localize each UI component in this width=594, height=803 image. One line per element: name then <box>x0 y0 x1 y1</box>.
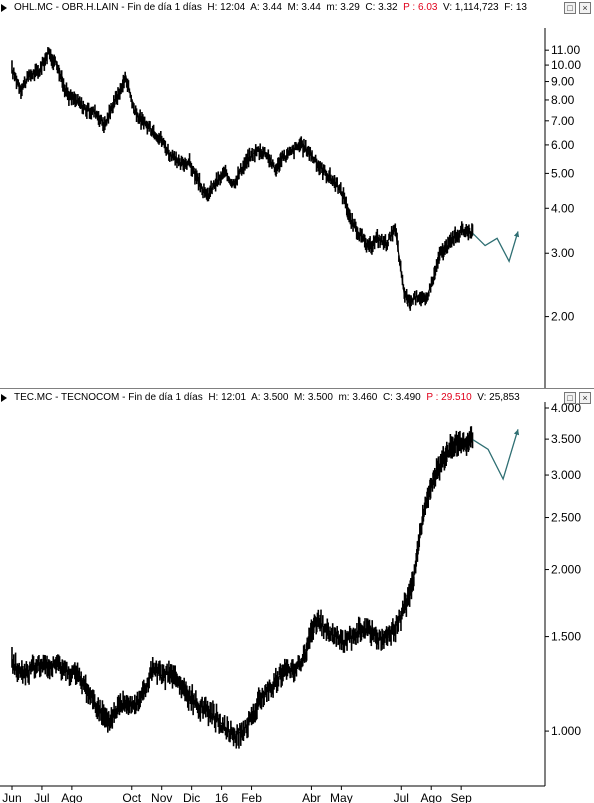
top-p: P : 6.03 <box>403 2 438 13</box>
bottom-a: A: 3.500 <box>251 392 289 403</box>
top-h: H: 12:04 <box>207 2 246 13</box>
top-v: V: 1,114,723 <box>443 2 499 13</box>
y-tick-label: 9.00 <box>551 75 575 89</box>
bottom-m: M: 3.500 <box>293 392 333 403</box>
x-tick-label: May <box>330 791 353 803</box>
y-tick-label: 4.00 <box>551 201 575 215</box>
top-mn: m: 3.29 <box>326 2 360 13</box>
close-icon[interactable]: × <box>579 392 591 404</box>
top-a: A: 3.44 <box>250 2 282 13</box>
panel-arrow-icon[interactable] <box>1 4 7 12</box>
forecast-line <box>472 231 519 264</box>
x-tick-label: 16 <box>215 791 229 803</box>
x-tick-label: Oct <box>122 791 141 803</box>
x-tick-label: Ago <box>421 791 443 803</box>
x-tick-label: Feb <box>241 791 262 803</box>
y-tick-label: 11.00 <box>551 43 580 57</box>
y-tick-label: 1.500 <box>551 630 581 644</box>
panel-arrow-icon[interactable] <box>1 394 7 402</box>
y-tick-label: 2.500 <box>551 511 581 525</box>
bottom-c: C: 3.490 <box>382 392 421 403</box>
bottom-h: H: 12:01 <box>208 392 247 403</box>
bottom-chart-header: TEC.MC - TECNOCOM - Fin de día 1 días H:… <box>0 390 594 406</box>
x-tick-label: Nov <box>151 791 172 803</box>
bottom-chart-panel[interactable]: TEC.MC - TECNOCOM - Fin de día 1 días H:… <box>0 390 594 803</box>
y-tick-label: 3.00 <box>551 246 575 260</box>
forecast-arrowhead <box>513 429 520 436</box>
x-tick-label: Sep <box>450 791 472 803</box>
y-tick-label: 8.00 <box>551 93 575 107</box>
y-tick-label: 3.500 <box>551 432 581 446</box>
forecast-line <box>472 429 519 481</box>
top-c: C: 3.32 <box>365 2 398 13</box>
bottom-v: V: 25,853 <box>477 392 520 403</box>
y-tick-label: 1.000 <box>551 724 581 738</box>
y-tick-label: 3.000 <box>551 468 581 482</box>
x-tick-label: Abr <box>302 791 321 803</box>
y-tick-label: 2.000 <box>551 563 581 577</box>
y-tick-label: 5.00 <box>551 166 575 180</box>
close-icon[interactable]: × <box>579 2 591 14</box>
maximize-icon[interactable]: □ <box>564 2 576 14</box>
price-bars <box>11 426 474 749</box>
price-line <box>11 51 474 303</box>
bottom-chart-header-text: TEC.MC - TECNOCOM - Fin de día 1 días H:… <box>14 390 520 406</box>
x-tick-label: Dic <box>183 791 200 803</box>
maximize-icon[interactable]: □ <box>564 392 576 404</box>
bottom-p: P : 29.510 <box>426 392 472 403</box>
price-line <box>11 439 474 737</box>
top-symbol: OHL.MC - OBR.H.LAIN - Fin de día 1 días <box>14 2 202 13</box>
y-tick-label: 4.000 <box>551 401 581 415</box>
price-bars <box>11 47 474 311</box>
top-m: M: 3.44 <box>287 2 321 13</box>
y-tick-label: 10.00 <box>551 58 581 72</box>
panel-separator <box>0 388 594 389</box>
y-tick-label: 6.00 <box>551 138 575 152</box>
top-chart-panel[interactable]: OHL.MC - OBR.H.LAIN - Fin de día 1 días … <box>0 0 594 388</box>
x-tick-label: Jul <box>394 791 409 803</box>
bottom-symbol: TEC.MC - TECNOCOM - Fin de día 1 días <box>14 392 203 403</box>
x-tick-label: Jul <box>34 791 49 803</box>
top-chart-header-text: OHL.MC - OBR.H.LAIN - Fin de día 1 días … <box>14 0 527 16</box>
bottom-mn: m: 3.460 <box>338 392 378 403</box>
y-tick-label: 7.00 <box>551 114 575 128</box>
x-tick-label: Jun <box>2 791 21 803</box>
bottom-chart-svg: 4.000 3.500 3.000 2.500 2.000 1.500 1.000 Jun Ju… <box>0 401 581 803</box>
forecast-arrowhead <box>513 231 520 238</box>
x-tick-label: Ago <box>61 791 83 803</box>
top-chart-header: OHL.MC - OBR.H.LAIN - Fin de día 1 días … <box>0 0 594 16</box>
top-f: F: 13 <box>504 2 527 13</box>
y-tick-label: 2.00 <box>551 310 575 324</box>
